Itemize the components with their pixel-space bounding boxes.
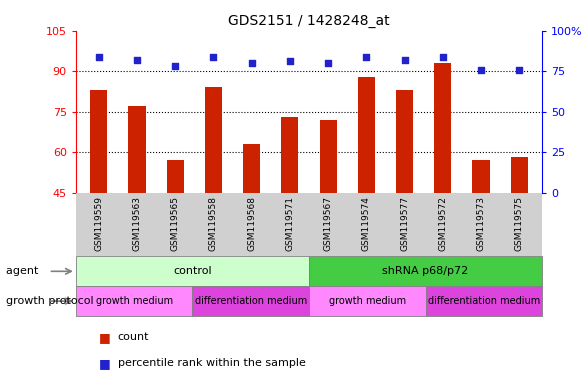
Text: growth protocol: growth protocol (6, 296, 97, 306)
Point (94, 53, 103, 60)
Bar (309, 257, 542, 286)
Text: percentile rank within the sample: percentile rank within the sample (118, 358, 305, 368)
Text: GSM119574: GSM119574 (362, 196, 371, 251)
Point (132, 57, 142, 63)
Bar (243, 144, 260, 192)
Point (361, 53, 371, 60)
Bar (192, 286, 309, 316)
Bar (167, 160, 184, 192)
Point (209, 53, 218, 60)
Point (285, 58, 294, 65)
Text: growth medium: growth medium (329, 296, 406, 306)
Text: shRNA p68/p72: shRNA p68/p72 (382, 266, 469, 276)
Bar (281, 117, 298, 192)
Text: GSM119572: GSM119572 (438, 196, 447, 251)
Point (247, 60, 257, 66)
Text: differentiation medium: differentiation medium (195, 296, 307, 306)
Bar (205, 87, 222, 192)
Text: GSM119573: GSM119573 (476, 196, 486, 251)
Bar (396, 90, 413, 192)
Text: ■: ■ (99, 357, 111, 370)
Point (324, 60, 333, 66)
Text: GSM119568: GSM119568 (247, 196, 256, 251)
Point (400, 57, 409, 63)
Text: GSM119563: GSM119563 (132, 196, 142, 251)
Text: agent: agent (6, 266, 42, 276)
Point (515, 66, 524, 73)
Text: GSM119559: GSM119559 (94, 196, 103, 251)
Bar (309, 286, 426, 316)
Bar (434, 63, 451, 192)
Text: GSM119567: GSM119567 (324, 196, 333, 251)
Point (438, 53, 448, 60)
Text: ■: ■ (99, 331, 111, 344)
Bar (426, 286, 542, 316)
Text: differentiation medium: differentiation medium (428, 296, 540, 306)
Bar (128, 106, 146, 192)
Bar (511, 157, 528, 192)
Bar (358, 76, 375, 192)
Title: GDS2151 / 1428248_at: GDS2151 / 1428248_at (228, 14, 390, 28)
Point (476, 66, 486, 73)
Text: GSM119577: GSM119577 (400, 196, 409, 251)
Text: GSM119565: GSM119565 (171, 196, 180, 251)
Bar (76, 286, 192, 316)
Bar (76, 257, 309, 286)
Point (170, 63, 180, 70)
Text: control: control (173, 266, 212, 276)
Text: growth medium: growth medium (96, 296, 173, 306)
Bar (319, 120, 337, 192)
Bar (472, 160, 490, 192)
Text: GSM119575: GSM119575 (515, 196, 524, 251)
Bar (90, 90, 107, 192)
Text: count: count (118, 333, 149, 343)
Text: GSM119571: GSM119571 (285, 196, 294, 251)
Text: GSM119558: GSM119558 (209, 196, 218, 251)
